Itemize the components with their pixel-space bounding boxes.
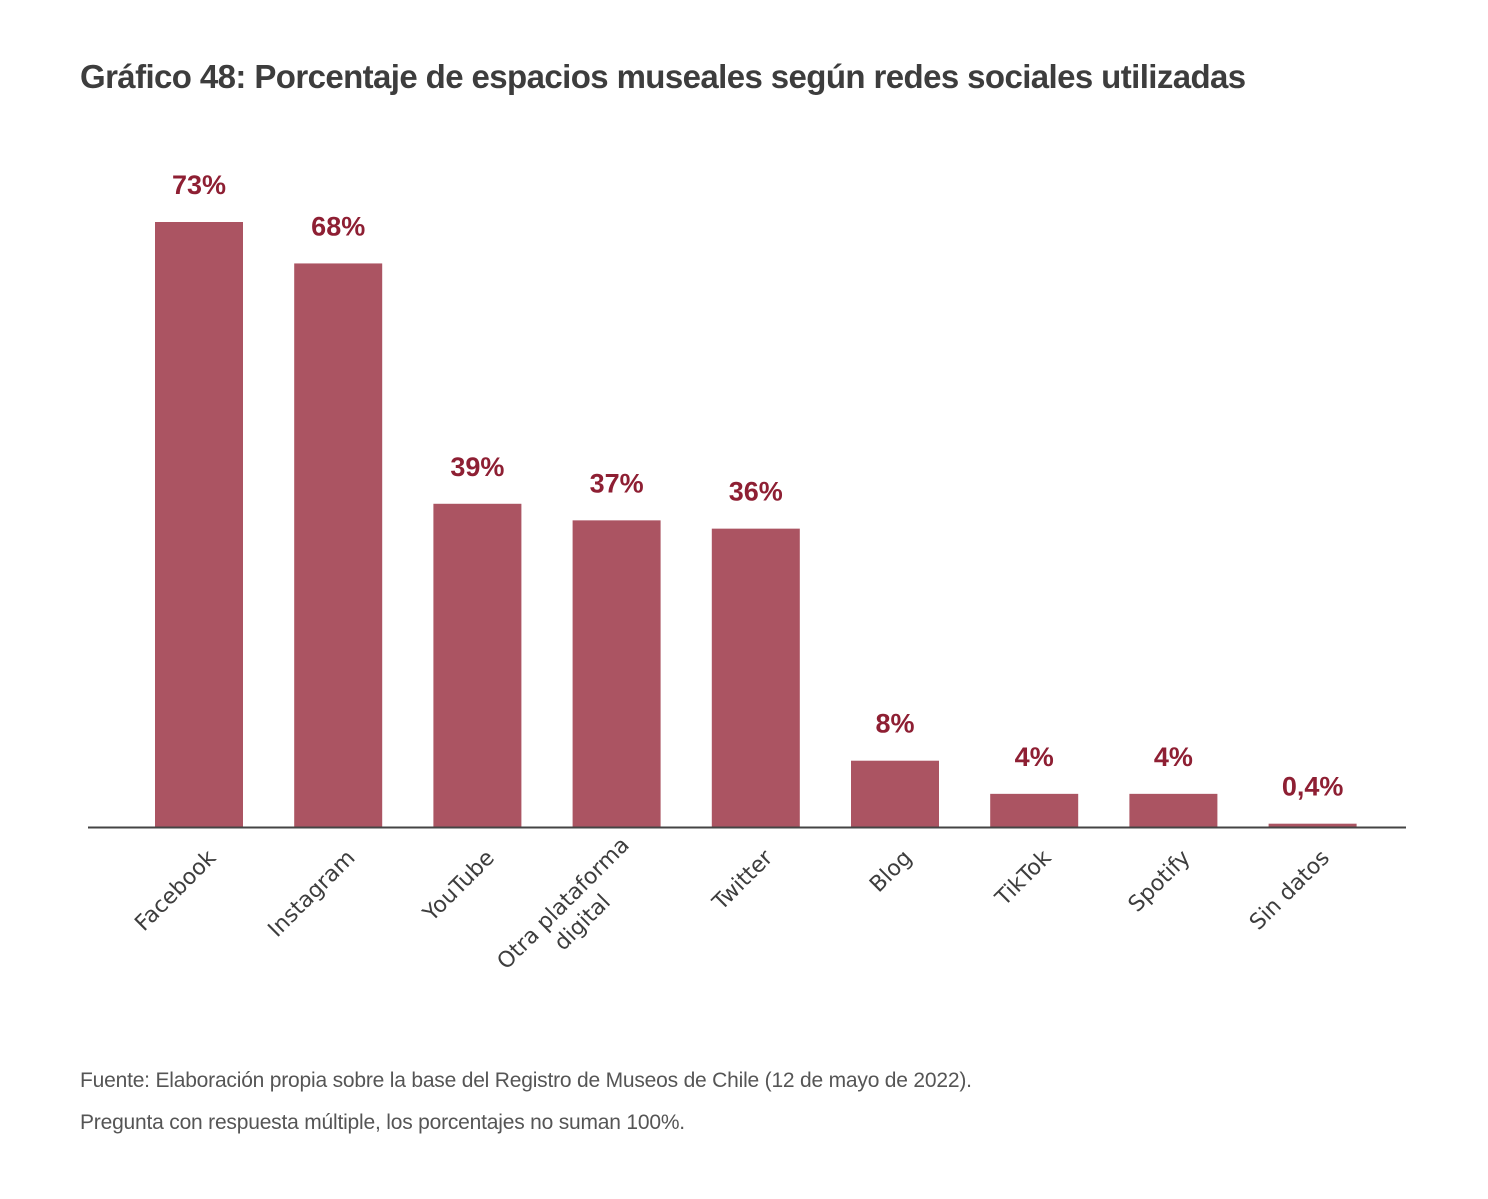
bar-otra-plataforma-digital [572,520,661,827]
category-label: Sin datos [1245,846,1335,936]
category-label: TikTok [990,845,1056,911]
category-label: Spotify [1124,846,1196,918]
source-footnote: Fuente: Elaboración propia sobre la base… [80,1069,972,1092]
category-label-line: TikTok [990,845,1056,911]
bar-spotify [1129,793,1218,827]
category-label-line: YouTube [418,846,500,928]
bar-instagram [294,263,383,827]
bar-blog [851,760,939,827]
category-label-line: Blog [865,846,917,898]
value-label: 68% [311,211,365,241]
bars-group [155,222,1357,827]
category-label: Facebook [130,845,221,936]
category-label-line: Spotify [1124,846,1196,918]
bar-youtube [433,503,522,827]
value-label: 8% [875,709,914,739]
note-footnote: Pregunta con respuesta múltiple, los por… [80,1111,685,1134]
value-label: 37% [590,468,644,498]
bar-twitter [711,528,800,827]
category-label-line: Instagram [264,846,361,943]
category-label: Twitter [708,845,779,916]
value-labels-group: 73% 68% 39% 37% 36% 8% 4% 4% 0,4% [172,170,1343,802]
category-label: YouTube [418,846,500,928]
value-label: 39% [450,452,504,482]
bar-tiktok [990,793,1079,827]
category-label: Instagram [264,846,361,943]
bar-facebook [155,222,243,827]
bar-sin-datos [1268,823,1357,827]
chart-title: Gráfico 48: Porcentaje de espacios musea… [80,58,1246,95]
category-label-line: Facebook [130,845,221,936]
category-label: Blog [865,846,917,898]
value-label: 36% [729,477,783,507]
value-label: 0,4% [1282,772,1344,802]
category-label-line: Twitter [708,845,779,916]
value-label: 73% [172,170,226,200]
value-label: 4% [1015,742,1054,772]
category-label-line: Sin datos [1245,846,1335,936]
value-label: 4% [1154,742,1193,772]
